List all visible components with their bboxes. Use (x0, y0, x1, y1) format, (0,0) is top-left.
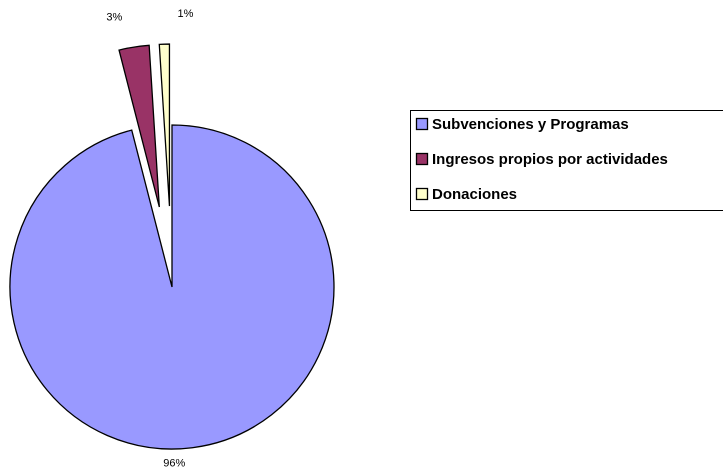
pie-slice (9, 124, 335, 450)
legend-label: Ingresos propios por actividades (432, 151, 668, 168)
slice-label: 96% (163, 458, 185, 470)
legend-swatch (415, 152, 429, 166)
slice-label: 3% (106, 11, 122, 23)
legend-label: Donaciones (432, 186, 517, 203)
legend-box (410, 110, 723, 211)
pie-slice (158, 43, 171, 207)
legend-swatch (415, 187, 429, 201)
slice-label: 1% (177, 8, 193, 20)
legend-label: Subvenciones y Programas (432, 116, 629, 133)
legend-swatch (415, 117, 429, 131)
pie-slice (118, 44, 160, 208)
